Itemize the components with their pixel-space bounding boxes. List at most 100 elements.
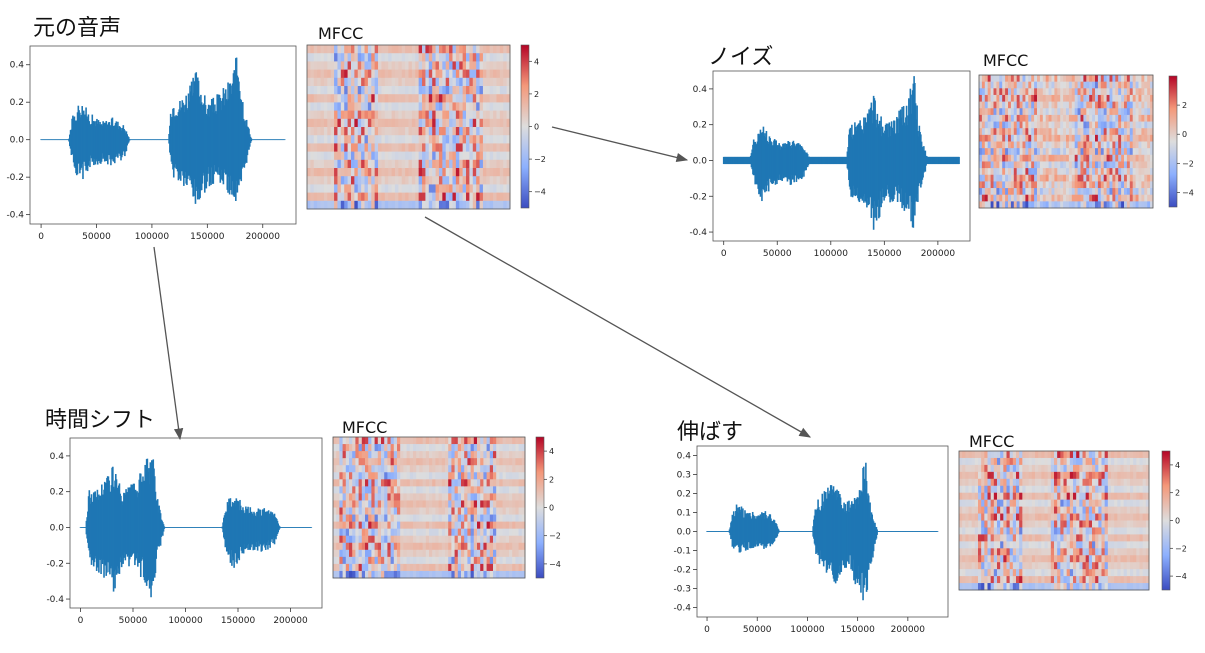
- heatmap-cell: [480, 444, 484, 452]
- heatmap-cell: [438, 451, 443, 459]
- heatmap-cell: [367, 53, 372, 62]
- heatmap-cell: [1080, 134, 1084, 142]
- heatmap-cell: [307, 143, 311, 152]
- heatmap-cell: [361, 535, 366, 544]
- heatmap-cell: [981, 101, 986, 109]
- heatmap-cell: [1077, 108, 1081, 116]
- heatmap-cell: [1089, 108, 1093, 116]
- heatmap-cell: [310, 127, 315, 136]
- heatmap-cell: [435, 86, 440, 95]
- heatmap-cell: [459, 118, 464, 128]
- heatmap-cell: [470, 521, 475, 530]
- heatmap-cell: [381, 556, 385, 565]
- heatmap-cell: [354, 69, 359, 79]
- heatmap-cell: [1124, 181, 1128, 189]
- heatmap-cell: [313, 135, 318, 144]
- x-tick-label: 200000: [921, 249, 956, 259]
- heatmap-cell: [486, 542, 491, 551]
- heatmap-cell: [1008, 101, 1012, 109]
- heatmap-cell: [493, 500, 497, 508]
- heatmap-cell: [398, 102, 403, 111]
- heatmap-cell: [1135, 181, 1139, 189]
- heatmap-cell: [493, 168, 497, 177]
- heatmap-cell: [445, 458, 449, 466]
- heatmap-cell: [987, 114, 991, 122]
- heatmap-cell: [317, 61, 321, 70]
- heatmap-cell: [476, 45, 480, 54]
- heatmap-cell: [361, 86, 365, 95]
- heatmap-cell: [1100, 168, 1105, 176]
- heatmap-cell: [320, 94, 325, 103]
- heatmap-cell: [467, 486, 471, 494]
- heatmap-cell: [470, 563, 475, 572]
- heatmap-cell: [1068, 188, 1073, 196]
- heatmap-cell: [368, 472, 372, 480]
- heatmap-cell: [327, 200, 332, 210]
- heatmap-cell: [1118, 108, 1122, 116]
- heatmap-cell: [422, 549, 427, 558]
- heatmap-cell: [1066, 181, 1070, 189]
- heatmap-cell: [1080, 121, 1084, 129]
- heatmap-cell: [354, 135, 359, 144]
- heatmap-cell: [1109, 81, 1113, 89]
- heatmap-cell: [371, 77, 376, 87]
- heatmap-cell: [480, 479, 484, 487]
- heatmap-cell: [419, 556, 423, 565]
- heatmap-cell: [384, 563, 388, 572]
- heatmap-cell: [1042, 81, 1047, 89]
- heatmap-cell: [1034, 121, 1038, 129]
- heatmap-cell: [477, 479, 481, 487]
- heatmap-cell: [1051, 188, 1055, 196]
- heatmap-cell: [496, 184, 501, 193]
- heatmap-cell: [459, 192, 464, 202]
- heatmap-cell: [1129, 114, 1134, 122]
- heatmap-cell: [979, 188, 983, 196]
- heatmap-cell: [401, 135, 406, 144]
- heatmap-cell: [347, 127, 352, 136]
- heatmap-cell: [374, 444, 379, 452]
- heatmap-cell: [378, 127, 382, 136]
- heatmap-cell: [432, 507, 436, 515]
- heatmap-cell: [374, 118, 379, 128]
- heatmap-cell: [1045, 148, 1049, 156]
- heatmap-cell: [461, 437, 465, 445]
- heatmap-cell: [1054, 181, 1058, 189]
- heatmap-cell: [445, 184, 450, 193]
- heatmap-cell: [455, 143, 460, 152]
- heatmap-cell: [984, 128, 989, 136]
- heatmap-cell: [480, 556, 484, 565]
- heatmap-cell: [368, 556, 372, 565]
- heatmap-cell: [1010, 101, 1015, 109]
- heatmap-cell: [438, 465, 443, 473]
- heatmap-cell: [462, 143, 467, 152]
- heatmap-cell: [313, 94, 318, 103]
- heatmap-cell: [378, 86, 382, 95]
- heatmap-cell: [323, 143, 328, 152]
- heatmap-cell: [384, 493, 388, 501]
- heatmap-cell: [469, 53, 474, 62]
- heatmap-cell: [371, 465, 375, 473]
- heatmap-cell: [1019, 121, 1023, 129]
- heatmap-cell: [1025, 94, 1029, 102]
- heatmap-cell: [391, 45, 396, 54]
- heatmap-cell: [1022, 148, 1026, 156]
- heatmap-cell: [1063, 161, 1067, 169]
- heatmap-cell: [461, 451, 465, 459]
- heatmap-cell: [1031, 75, 1035, 83]
- heatmap-cell: [1010, 168, 1015, 176]
- heatmap-cell: [515, 472, 519, 480]
- heatmap-cell: [1106, 114, 1110, 122]
- heatmap-cell: [1097, 154, 1102, 162]
- heatmap-cell: [476, 176, 480, 185]
- heatmap-cell: [981, 154, 986, 162]
- heatmap-cell: [448, 542, 452, 551]
- heatmap-cell: [984, 161, 989, 169]
- heatmap-cell: [438, 437, 443, 445]
- heatmap-cell: [469, 118, 474, 128]
- heatmap-cell: [401, 192, 406, 202]
- heatmap-cell: [486, 200, 491, 210]
- heatmap-cell: [467, 563, 471, 572]
- heatmap-cell: [1068, 114, 1073, 122]
- heatmap-cell: [452, 135, 457, 144]
- heatmap-cell: [1138, 88, 1142, 96]
